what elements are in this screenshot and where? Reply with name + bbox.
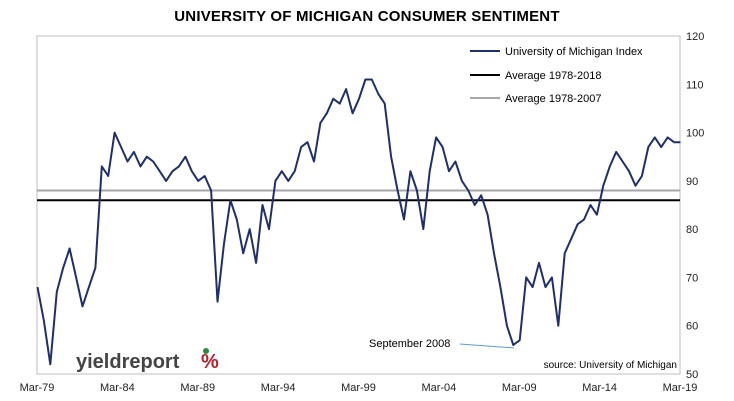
x-tick-label: Mar-14 bbox=[582, 382, 617, 394]
source-note: source: University of Michigan bbox=[544, 360, 677, 371]
annotation-arrow bbox=[459, 343, 515, 349]
y-tick-label: 80 bbox=[686, 224, 698, 236]
y-tick-label: 120 bbox=[686, 31, 704, 43]
y-tick-label: 70 bbox=[686, 272, 698, 284]
x-tick-label: Mar-84 bbox=[100, 382, 135, 394]
logo-dot bbox=[203, 348, 209, 354]
x-tick-label: Mar-79 bbox=[20, 382, 55, 394]
y-tick-label: 50 bbox=[686, 369, 698, 381]
legend-label-avg-1978-2007: Average 1978-2007 bbox=[505, 93, 601, 105]
x-tick-label: Mar-94 bbox=[261, 382, 296, 394]
legend: University of Michigan Index Average 197… bbox=[470, 46, 643, 105]
annotation-label: September 2008 bbox=[369, 338, 450, 350]
x-tick-label: Mar-89 bbox=[180, 382, 215, 394]
y-tick-label: 110 bbox=[686, 79, 704, 91]
x-tick-label: Mar-99 bbox=[341, 382, 376, 394]
chart-title: UNIVERSITY OF MICHIGAN CONSUMER SENTIMEN… bbox=[174, 8, 560, 25]
logo-text: yieldreport bbox=[76, 351, 180, 373]
y-axis: 50 60 70 80 90 100 110 120 bbox=[686, 31, 704, 381]
annotation: September 2008 bbox=[369, 338, 515, 350]
x-tick-label: Mar-19 bbox=[663, 382, 698, 394]
yieldreport-logo: yieldreport % bbox=[76, 348, 219, 373]
x-tick-label: Mar-04 bbox=[421, 382, 456, 394]
y-tick-label: 90 bbox=[686, 176, 698, 188]
y-tick-label: 100 bbox=[686, 128, 704, 140]
series-layer bbox=[36, 78, 681, 366]
legend-label-index: University of Michigan Index bbox=[505, 46, 643, 58]
logo-percent: % bbox=[201, 351, 219, 373]
x-axis: Mar-79 Mar-84 Mar-89 Mar-94 Mar-99 Mar-04 Mar-… bbox=[20, 382, 698, 394]
series-line-index bbox=[36, 78, 681, 366]
plot-area bbox=[36, 35, 681, 375]
legend-label-avg-1978-2018: Average 1978-2018 bbox=[505, 70, 601, 82]
x-tick-label: Mar-09 bbox=[502, 382, 537, 394]
y-tick-label: 60 bbox=[686, 321, 698, 333]
